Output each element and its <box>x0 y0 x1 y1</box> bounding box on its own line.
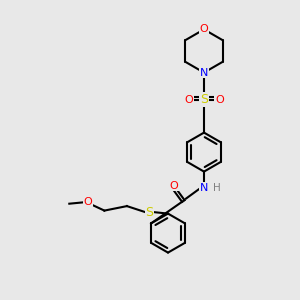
Text: S: S <box>200 93 208 106</box>
Text: O: O <box>200 24 208 34</box>
Text: S: S <box>146 206 153 219</box>
Text: N: N <box>200 68 208 78</box>
Text: O: O <box>215 94 224 105</box>
Text: N: N <box>200 183 208 193</box>
Text: H: H <box>213 183 220 193</box>
Text: O: O <box>83 197 92 207</box>
Text: O: O <box>169 181 178 191</box>
Text: O: O <box>184 94 193 105</box>
